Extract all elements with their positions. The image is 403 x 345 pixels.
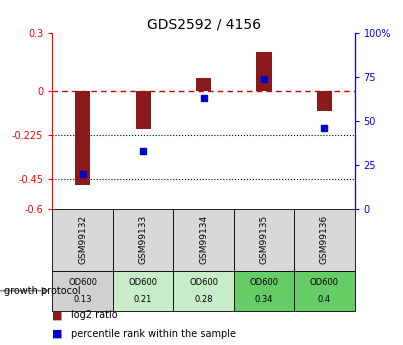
Bar [234,209,294,271]
Text: ■: ■ [52,329,63,339]
Text: OD600: OD600 [249,278,278,287]
Text: GSM99134: GSM99134 [199,215,208,264]
Bar [52,209,113,271]
Text: 0.4: 0.4 [318,295,331,304]
Text: GSM99132: GSM99132 [78,215,87,264]
Bar [234,271,294,310]
Text: GSM99135: GSM99135 [260,215,268,264]
Bar [75,91,90,185]
Bar [294,209,355,271]
Title: GDS2592 / 4156: GDS2592 / 4156 [147,18,260,32]
Text: percentile rank within the sample: percentile rank within the sample [71,329,235,339]
Bar [173,209,234,271]
Text: growth protocol: growth protocol [4,286,81,296]
Text: OD600: OD600 [310,278,339,287]
Text: OD600: OD600 [189,278,218,287]
Bar [173,271,234,310]
Bar [317,91,332,111]
Text: 0.28: 0.28 [194,295,213,304]
Bar [256,52,272,91]
Bar [294,271,355,310]
Bar [196,78,211,91]
Text: ■: ■ [52,310,63,320]
Bar [135,91,151,129]
Text: GSM99136: GSM99136 [320,215,329,264]
Bar [52,271,113,310]
Text: GSM99133: GSM99133 [139,215,147,264]
Text: 0.13: 0.13 [73,295,92,304]
Text: OD600: OD600 [68,278,97,287]
Bar [113,209,173,271]
Text: 0.34: 0.34 [255,295,273,304]
Text: OD600: OD600 [129,278,158,287]
Text: log2 ratio: log2 ratio [71,310,117,320]
Bar [113,271,173,310]
Text: 0.21: 0.21 [134,295,152,304]
